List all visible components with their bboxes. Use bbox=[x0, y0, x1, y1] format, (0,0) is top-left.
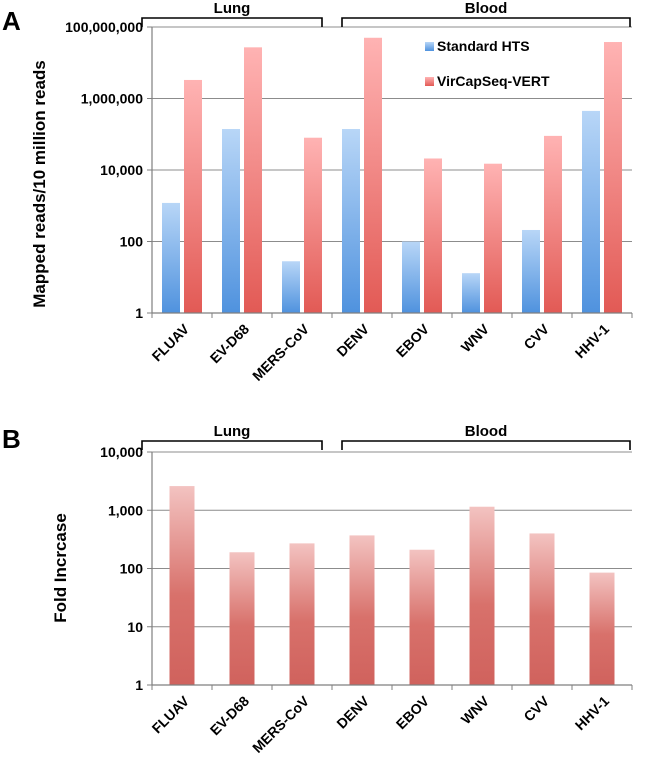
panel-a-bars bbox=[162, 37, 622, 314]
y-tick-label: 10,000 bbox=[100, 162, 143, 178]
x-tick-label-denv: DENV bbox=[333, 320, 372, 359]
panel-b-y-ticks: 1 10 100 1,000 10,000 bbox=[100, 444, 143, 693]
panel-b-axes bbox=[151, 452, 633, 690]
bar-vircapseq-vert-cvv bbox=[544, 135, 562, 313]
bar-fold-increase-ebov bbox=[409, 549, 435, 685]
x-tick-label-wnv: WNV bbox=[458, 320, 493, 355]
y-tick-label: 1,000 bbox=[108, 502, 143, 518]
bar-vircapseq-vert-mers-cov bbox=[304, 137, 322, 313]
x-tick-label-hhv-1: HHV-1 bbox=[572, 321, 613, 362]
panel-a-groups: Lung Blood bbox=[141, 0, 631, 27]
bar-fold-increase-wnv bbox=[469, 506, 495, 685]
group-label-lung: Lung bbox=[214, 423, 251, 440]
x-tick-label-mers-cov: MERS-CoV bbox=[249, 692, 312, 755]
panel-b-gridlines bbox=[147, 451, 632, 686]
bar-vircapseq-vert-wnv bbox=[484, 163, 502, 313]
x-tick-label-cvv: CVV bbox=[520, 692, 552, 724]
x-tick-label-mers-cov: MERS-CoV bbox=[249, 320, 312, 383]
bar-fold-increase-fluav bbox=[169, 486, 195, 685]
x-tick-label-ev-d68: EV-D68 bbox=[207, 693, 253, 739]
y-tick-label: 100 bbox=[120, 561, 144, 577]
group-label-lung: Lung bbox=[214, 0, 251, 17]
y-tick-label: 10,000 bbox=[100, 444, 143, 460]
x-tick-label-fluav: FLUAV bbox=[149, 692, 193, 736]
bar-standard-hts-fluav bbox=[162, 202, 180, 313]
bar-fold-increase-hhv-1 bbox=[589, 572, 615, 685]
bar-vircapseq-vert-ebov bbox=[424, 158, 442, 313]
bar-standard-hts-wnv bbox=[462, 273, 480, 313]
bar-vircapseq-vert-denv bbox=[364, 37, 382, 314]
group-label-blood: Blood bbox=[465, 0, 508, 17]
panel-a-y-ticks: 1 100 10,000 1,000,000 100,000,000 bbox=[65, 19, 143, 321]
y-tick-label: 1 bbox=[135, 677, 143, 693]
bar-fold-increase-mers-cov bbox=[289, 543, 315, 685]
panel-b: B Fold Incrcase 1 10 100 1,000 10,000 FLUAV E… bbox=[2, 423, 633, 756]
x-tick-label-denv: DENV bbox=[333, 692, 372, 731]
y-tick-label: 100,000,000 bbox=[65, 19, 143, 35]
legend-label-vircapseq-vert: VirCapSeq-VERT bbox=[437, 73, 550, 89]
legend: Standard HTS VirCapSeq-VERT bbox=[425, 38, 550, 89]
panel-b-bars bbox=[169, 486, 615, 685]
bar-standard-hts-hhv-1 bbox=[582, 110, 600, 314]
panel-b-ylabel: Fold Incrcase bbox=[51, 513, 70, 623]
y-tick-label: 10 bbox=[127, 619, 143, 635]
y-tick-label: 1 bbox=[135, 305, 143, 321]
bar-standard-hts-mers-cov bbox=[282, 261, 300, 313]
y-tick-label: 1,000,000 bbox=[81, 91, 143, 107]
panel-a-axes bbox=[151, 27, 633, 318]
bar-vircapseq-vert-hhv-1 bbox=[604, 42, 622, 313]
bar-fold-increase-ev-d68 bbox=[229, 552, 255, 685]
x-tick-label-wnv: WNV bbox=[458, 692, 493, 727]
group-bracket-lung bbox=[141, 17, 323, 27]
x-tick-label-cvv: CVV bbox=[520, 320, 552, 352]
bar-vircapseq-vert-ev-d68 bbox=[244, 47, 262, 314]
x-tick-label-fluav: FLUAV bbox=[149, 320, 193, 364]
bar-standard-hts-ev-d68 bbox=[222, 129, 240, 313]
x-tick-label-ev-d68: EV-D68 bbox=[207, 321, 253, 367]
x-tick-label-ebov: EBOV bbox=[393, 692, 433, 732]
legend-swatch-vircapseq-vert bbox=[425, 77, 434, 86]
group-bracket-blood bbox=[341, 440, 631, 450]
bar-fold-increase-denv bbox=[349, 535, 375, 685]
x-tick-label-hhv-1: HHV-1 bbox=[572, 693, 613, 734]
x-tick-label-ebov: EBOV bbox=[393, 320, 433, 360]
bar-standard-hts-ebov bbox=[402, 241, 420, 313]
bar-standard-hts-denv bbox=[342, 129, 360, 313]
legend-swatch-standard-hts bbox=[425, 42, 434, 51]
panel-a-ylabel: Mapped reads/10 million reads bbox=[30, 60, 49, 308]
panel-b-label: B bbox=[2, 424, 21, 454]
group-bracket-lung bbox=[141, 440, 323, 450]
group-bracket-blood bbox=[341, 17, 631, 27]
panel-a: A Mapped reads/10 million reads 1 100 10,0… bbox=[2, 0, 633, 384]
bar-fold-increase-cvv bbox=[529, 533, 555, 685]
panel-a-label: A bbox=[2, 6, 21, 36]
bar-vircapseq-vert-fluav bbox=[184, 79, 202, 313]
group-label-blood: Blood bbox=[465, 423, 508, 440]
y-tick-label: 100 bbox=[120, 234, 144, 250]
panel-b-groups: Lung Blood bbox=[141, 423, 631, 450]
bar-standard-hts-cvv bbox=[522, 229, 540, 313]
legend-label-standard-hts: Standard HTS bbox=[437, 38, 530, 54]
